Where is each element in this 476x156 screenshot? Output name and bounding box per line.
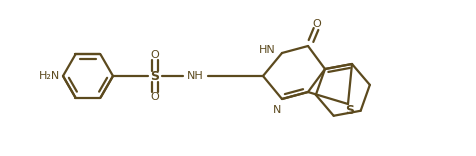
Text: NH: NH [186, 71, 203, 81]
Text: O: O [150, 92, 159, 102]
Text: N: N [272, 105, 280, 115]
Text: HN: HN [259, 45, 276, 55]
Text: H₂N: H₂N [39, 71, 60, 81]
Text: O: O [312, 19, 321, 29]
Text: S: S [150, 70, 159, 83]
Text: S: S [345, 103, 354, 117]
Text: O: O [150, 50, 159, 60]
